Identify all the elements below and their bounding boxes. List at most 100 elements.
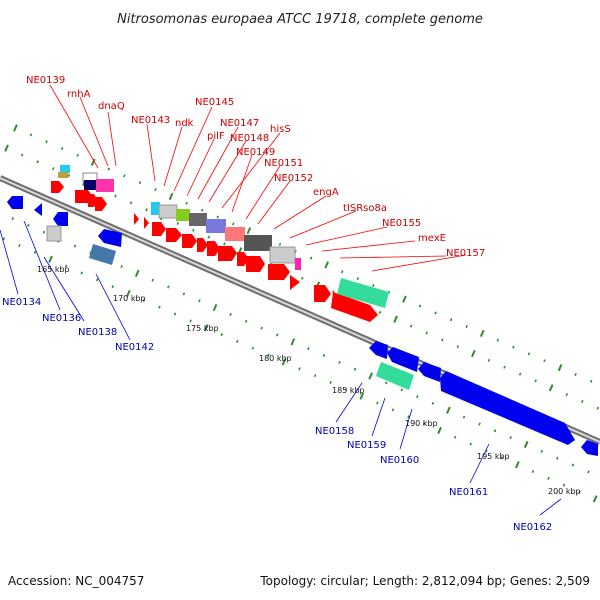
- guide-dot: [200, 208, 204, 212]
- feature-box: [269, 246, 296, 264]
- guide-dot: [232, 222, 235, 226]
- feature-box: [151, 202, 160, 215]
- guide-dot: [95, 278, 99, 282]
- scale-tick-165: 165 kbp: [37, 265, 70, 274]
- guide-dot: [565, 393, 569, 397]
- guide-dot: [434, 311, 437, 315]
- scale-tick-195: 195 kbp: [477, 452, 510, 461]
- gene-arrow: [246, 256, 265, 272]
- guide-dot: [402, 295, 407, 303]
- guide-dot: [120, 264, 123, 269]
- gene-arrow: [51, 181, 64, 193]
- guide-dot: [60, 147, 64, 151]
- feature-box: [176, 209, 190, 221]
- guide-dot: [276, 333, 279, 337]
- gene-label-mexe: mexE: [418, 233, 446, 244]
- guide-dot: [527, 352, 531, 356]
- guide-dot: [531, 469, 535, 473]
- guide-dot: [581, 399, 584, 403]
- scale-ticks: 165 kbp 170 kbp 175 kbp 180 kbp 185 kbp …: [37, 265, 581, 496]
- guide-dot: [512, 345, 515, 349]
- gene-label-ne0162: NE0162: [513, 522, 552, 533]
- guide-dot: [13, 124, 18, 132]
- gene-label-ne0161: NE0161: [449, 487, 488, 498]
- guide-dot: [27, 223, 30, 227]
- guide-dot: [29, 133, 33, 137]
- gene-arrow: [134, 213, 139, 225]
- guide-dot: [73, 244, 77, 248]
- guide-dot: [267, 353, 270, 357]
- guide-dot: [126, 289, 131, 298]
- guide-dot: [592, 495, 598, 503]
- guide-dot: [456, 345, 460, 349]
- scale-tick-180: 180 kbp: [259, 354, 292, 363]
- guide-dot: [587, 470, 590, 474]
- guide-dot: [384, 381, 388, 385]
- guide-dot: [281, 358, 287, 366]
- guide-dot: [216, 215, 219, 219]
- guide-dot: [487, 358, 491, 362]
- scale-tick-185: 185 kbp: [332, 386, 365, 395]
- feature-box: [60, 165, 70, 173]
- gene-arrow: [581, 440, 598, 456]
- guide-dot: [338, 360, 341, 364]
- scale-tick-175: 175 kbp: [186, 324, 219, 333]
- gene-label-ne0155: NE0155: [382, 218, 421, 229]
- gene-label-ne0134: NE0134: [2, 297, 41, 308]
- gene-label-ne0158: NE0158: [315, 426, 354, 437]
- guide-dot: [589, 379, 593, 383]
- gene-arrow: [218, 246, 237, 261]
- guide-dot: [479, 329, 485, 337]
- feature-box: [89, 244, 116, 265]
- guide-dot: [182, 292, 186, 296]
- gene-label-ne0142: NE0142: [115, 342, 154, 353]
- gene-arrow: [197, 238, 208, 252]
- guide-dot: [571, 463, 575, 467]
- guide-dot: [409, 324, 413, 328]
- guide-dot: [556, 456, 559, 460]
- guide-dot: [400, 388, 404, 392]
- guide-dot: [134, 269, 140, 277]
- guide-dot: [557, 364, 563, 372]
- gene-arrow: [440, 371, 575, 445]
- guide-dot: [52, 167, 55, 171]
- scale-tick-170: 170 kbp: [113, 294, 146, 303]
- guide-dot: [574, 372, 577, 376]
- guide-dot: [145, 208, 148, 212]
- gene-arrow: [387, 347, 419, 372]
- guide-dot: [307, 347, 310, 351]
- gene-arrow: [95, 197, 107, 211]
- gene-label-ne0139: NE0139: [26, 75, 65, 86]
- guide-dot: [138, 181, 142, 185]
- guide-dot: [422, 422, 426, 426]
- accession-text: Accession: NC_004757: [8, 574, 144, 588]
- guide-dot: [391, 408, 395, 412]
- guide-dot: [496, 338, 500, 342]
- guide-dot: [246, 227, 252, 235]
- guide-dot: [167, 285, 170, 289]
- guide-dot: [2, 237, 6, 241]
- gene-arrow: [144, 217, 149, 229]
- guide-dot: [462, 415, 466, 419]
- gene-label-hiss: hisS: [270, 124, 291, 135]
- guide-dot: [437, 426, 442, 435]
- gene-arrow: [207, 241, 220, 256]
- guide-dot: [192, 228, 195, 232]
- guide-dot: [518, 372, 522, 376]
- guide-dot: [290, 338, 296, 346]
- guide-dot: [18, 244, 21, 248]
- guide-dot: [493, 429, 497, 433]
- gene-arrow: [166, 228, 182, 242]
- guide-dot: [114, 194, 117, 198]
- gene-arrow: [418, 362, 441, 382]
- feature-box: [58, 172, 68, 178]
- gene-arrow: [53, 212, 68, 226]
- guide-dot: [344, 387, 348, 391]
- guide-dot: [500, 456, 504, 460]
- reverse-leader-lines: [0, 220, 562, 516]
- guide-dot: [425, 331, 428, 335]
- feature-box: [158, 204, 178, 219]
- guide-dot: [223, 242, 226, 246]
- guide-dot: [540, 449, 544, 453]
